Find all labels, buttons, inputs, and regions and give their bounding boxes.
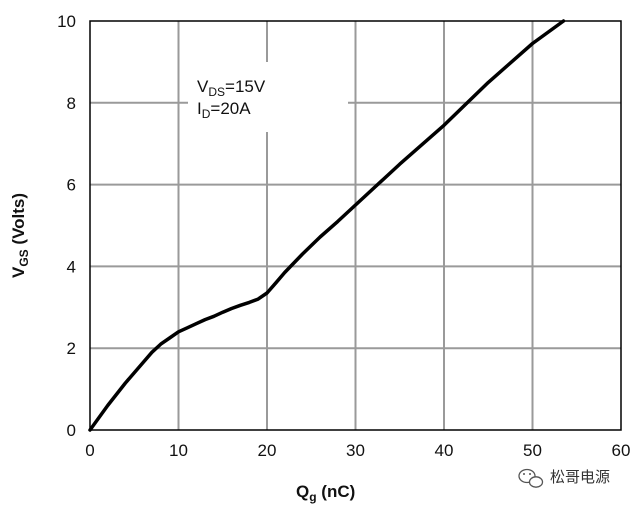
y-tick-label-4: 4 [67, 257, 76, 276]
y-axis-label: VGS (Volts) [9, 193, 31, 278]
plot-frame [89, 20, 622, 431]
x-axis-label-unit: (nC) [317, 482, 356, 501]
annotation-vds: VDS=15V [197, 77, 266, 99]
y-axis-label-unit: (Volts) [9, 193, 28, 249]
x-tick-label-20: 20 [258, 441, 277, 460]
series-line-vgs [88, 19, 566, 432]
annotation-box-background [188, 62, 348, 132]
y-axis-label-sub: GS [17, 249, 31, 266]
y-tick-label-2: 2 [67, 339, 76, 358]
x-axis-label: Qg (nC) [296, 482, 355, 504]
annotation-vds-sub: DS [208, 85, 225, 99]
x-tick-label-50: 50 [523, 441, 542, 460]
x-tick-label-30: 30 [346, 441, 365, 460]
annotation-id-main: I [197, 99, 202, 118]
watermark: 松哥电源 [518, 468, 610, 488]
annotation-id-value: =20A [210, 99, 251, 118]
gridlines [90, 21, 621, 430]
x-axis-label-main: Q [296, 482, 309, 501]
y-tick-label-0: 0 [67, 421, 76, 440]
y-tick-labels: 0 2 4 6 8 10 [57, 12, 76, 440]
x-tick-label-10: 10 [169, 441, 188, 460]
annotation-id-sub: D [202, 107, 211, 121]
x-tick-label-60: 60 [612, 441, 631, 460]
annotation-vds-main: V [197, 77, 209, 96]
x-tick-labels: 0 10 20 30 40 50 60 [85, 441, 630, 460]
y-axis-label-main: V [9, 266, 28, 278]
annotation-vds-value: =15V [225, 77, 266, 96]
x-tick-label-0: 0 [85, 441, 94, 460]
y-tick-label-6: 6 [67, 176, 76, 195]
wechat-icon [518, 468, 544, 488]
x-tick-label-40: 40 [435, 441, 454, 460]
y-tick-label-10: 10 [57, 12, 76, 31]
x-axis-label-sub: g [309, 490, 316, 504]
annotation-id: ID=20A [197, 99, 251, 121]
watermark-text: 松哥电源 [550, 468, 610, 486]
y-tick-label-8: 8 [67, 94, 76, 113]
